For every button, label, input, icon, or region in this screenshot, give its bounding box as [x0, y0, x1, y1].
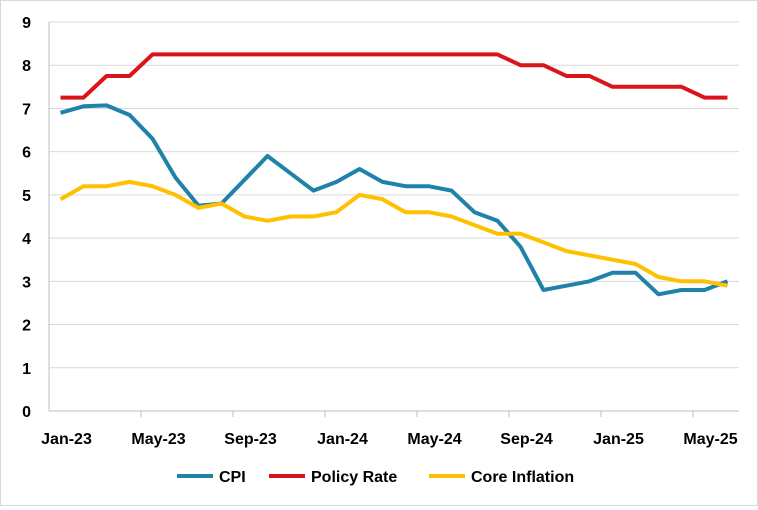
y-tick-label: 7	[22, 101, 31, 118]
series-line-policy-rate	[60, 52, 728, 100]
y-tick-label: 4	[22, 231, 31, 248]
x-axis-tick-labels: Jan-23 May-23 Sep-23 Jan-24 May-24 Sep-24 Jan-…	[41, 411, 738, 448]
y-tick-label: 9	[22, 15, 31, 32]
y-tick-label: 3	[22, 274, 31, 291]
x-tick-label: Jan-25	[593, 431, 644, 448]
x-tick-label: May-25	[683, 431, 737, 448]
y-tick-label: 6	[22, 145, 31, 162]
y-tick-label: 1	[22, 361, 31, 378]
axes	[48, 22, 739, 412]
y-axis-tick-labels: 0 1 2 3 4 5 6 7 8 9	[22, 15, 31, 421]
legend: CPI Policy Rate Core Inflation	[177, 469, 574, 486]
x-tick-label: Jan-23	[41, 431, 92, 448]
legend-label-cpi: CPI	[219, 469, 246, 486]
series-lines	[59, 52, 729, 297]
series-line-core-inflation	[59, 179, 728, 288]
legend-label-core-inflation: Core Inflation	[471, 469, 574, 486]
x-tick-label: May-24	[407, 431, 461, 448]
x-tick-label: Jan-24	[317, 431, 368, 448]
y-tick-label: 8	[22, 58, 31, 75]
x-tick-label: Sep-23	[224, 431, 277, 448]
series-line-cpi	[59, 103, 729, 297]
y-tick-label: 5	[22, 188, 31, 205]
x-tick-label: May-23	[131, 431, 185, 448]
legend-label-policy-rate: Policy Rate	[311, 469, 397, 486]
x-tick-label: Sep-24	[500, 431, 553, 448]
y-tick-label: 0	[22, 404, 31, 421]
y-tick-label: 2	[22, 318, 31, 335]
gridlines	[49, 21, 739, 369]
